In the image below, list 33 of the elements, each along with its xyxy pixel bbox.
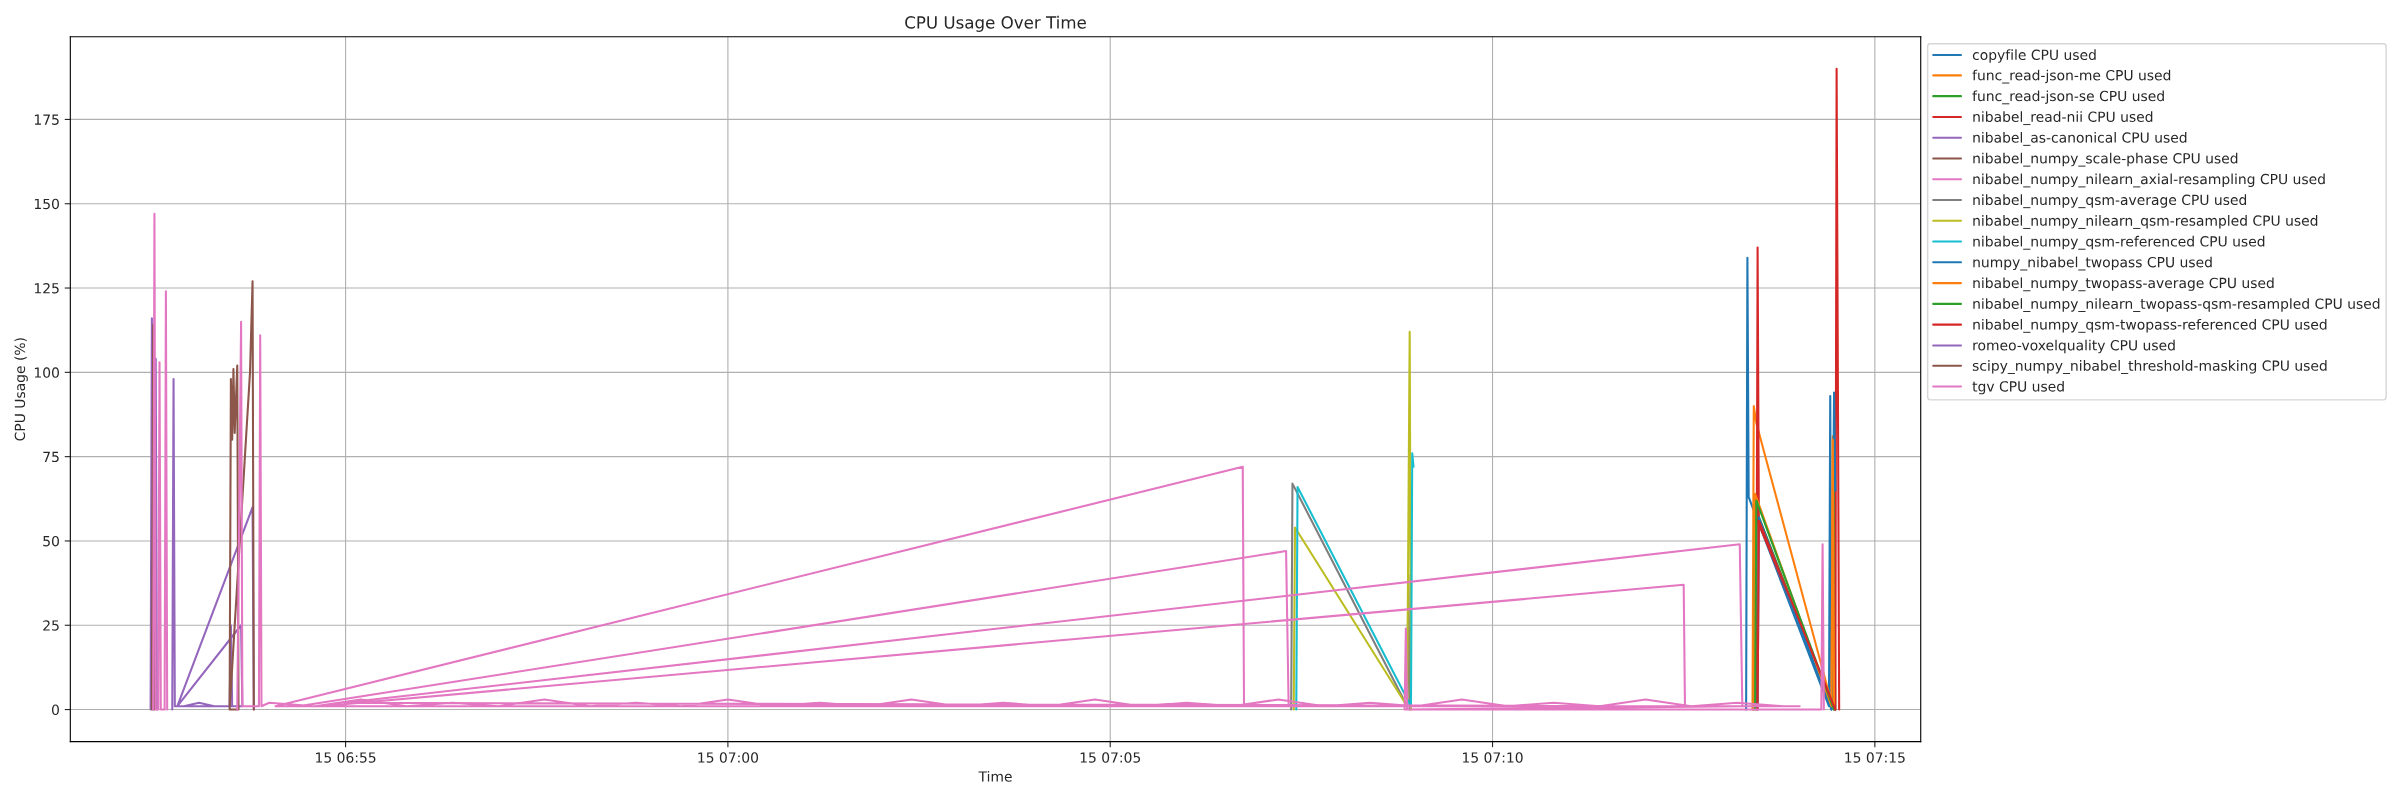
y-axis-title: CPU Usage (%) (14, 338, 28, 441)
x-axis-title: Time (978, 771, 1012, 782)
legend-label: func_read-json-se CPU used (1972, 90, 2164, 105)
legend-label: nibabel_numpy_nilearn_axial-resampling CPU used (1973, 173, 2325, 188)
y-tick-label: 150 (34, 198, 59, 210)
legend-label: copyfile CPU used (1972, 49, 2096, 63)
x-tick-label: 15 06:55 (316, 752, 376, 763)
x-tick-label: 15 07:05 (1080, 752, 1141, 763)
legend-label: nibabel_numpy_qsm-twopass-referenced CPU used (1973, 318, 2327, 333)
legend-label: nibabel_numpy_qsm-referenced CPU used (1973, 235, 2265, 250)
legend-label: nibabel_numpy_scale-phase CPU used (1973, 152, 2238, 167)
legend-label: scipy_numpy_nibabel_threshold-masking CPU used (1972, 360, 2327, 374)
y-tick-label: 75 (43, 451, 59, 463)
x-tick-label: 15 07:10 (1463, 752, 1523, 763)
legend-label: nibabel_as-canonical CPU used (1973, 132, 2187, 146)
legend-label: nibabel_numpy_twopass-average CPU used (1973, 277, 2274, 292)
y-tick-label: 175 (34, 114, 59, 125)
legend-label: romeo-voxelquality CPU used (1973, 339, 2175, 354)
y-tick-label: 0 (51, 704, 59, 716)
legend-label: nibabel_read-nii CPU used (1973, 111, 2153, 126)
legend-label: tgv CPU used (1972, 380, 2064, 395)
legend-label: nibabel_numpy_qsm-average CPU used (1973, 194, 2247, 209)
y-tick-label: 100 (34, 367, 59, 378)
y-tick-label: 125 (34, 283, 59, 294)
legend-label: numpy_nibabel_twopass CPU used (1973, 256, 2212, 271)
legend-label: func_read-json-me CPU used (1972, 69, 2171, 84)
legend-label: nibabel_numpy_nilearn_qsm-resampled CPU used (1973, 215, 2318, 229)
chart-title: CPU Usage Over Time (905, 15, 1086, 32)
y-tick-label: 25 (43, 620, 59, 631)
x-tick-label: 15 07:00 (698, 752, 759, 763)
x-tick-label: 15 07:15 (1845, 752, 1905, 763)
y-tick-label: 50 (43, 535, 59, 547)
legend-label: nibabel_numpy_nilearn_twopass-qsm-resampled CPU used (1973, 298, 2380, 313)
